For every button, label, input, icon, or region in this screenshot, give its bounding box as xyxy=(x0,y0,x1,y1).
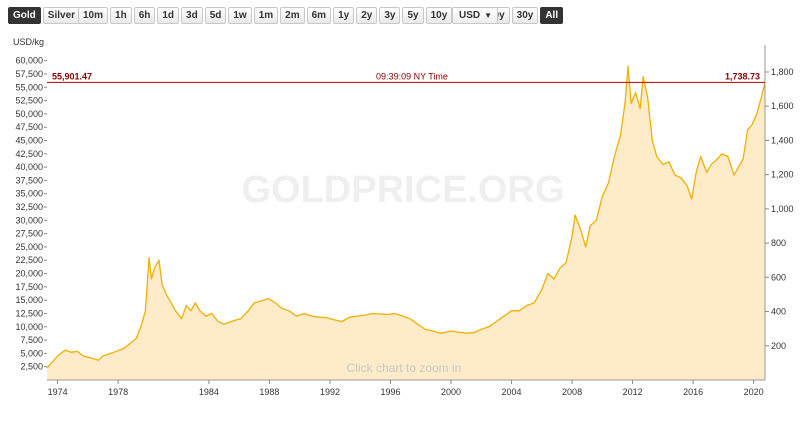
right-axis-label: 1,600 xyxy=(771,101,794,111)
left-axis-label: 10,000 xyxy=(15,322,43,332)
crosshair-right-value: 1,738.73 xyxy=(725,71,760,81)
left-axis-label: 15,000 xyxy=(15,295,43,305)
x-axis-label: 2000 xyxy=(441,387,461,397)
price-area-fill xyxy=(47,66,765,380)
watermark: GOLDPRICE.ORG xyxy=(241,169,564,211)
metal-button-gold[interactable]: Gold xyxy=(8,7,41,24)
x-axis-label: 1978 xyxy=(108,387,128,397)
left-axis-label: 37,500 xyxy=(15,175,43,185)
left-axis-label: 30,000 xyxy=(15,215,43,225)
range-button-10m[interactable]: 10m xyxy=(78,7,109,24)
range-button-2y[interactable]: 2y xyxy=(356,7,378,24)
left-axis-label: 20,000 xyxy=(15,269,43,279)
right-axis-label: 600 xyxy=(771,272,786,282)
right-axis-label: 1,000 xyxy=(771,204,794,214)
x-axis-label: 1996 xyxy=(380,387,400,397)
range-button-1y[interactable]: 1y xyxy=(333,7,355,24)
range-button-6h[interactable]: 6h xyxy=(133,7,156,24)
range-button-6m[interactable]: 6m xyxy=(306,7,332,24)
x-axis-label: 2008 xyxy=(562,387,582,397)
range-button-all[interactable]: All xyxy=(540,7,564,24)
right-axis-label: 1,400 xyxy=(771,135,794,145)
left-axis-label: 60,000 xyxy=(15,56,43,66)
chart-svg[interactable]: GOLDPRICE.ORG USD/kg 2,500 5,000 7,500 10,0… xyxy=(0,30,800,419)
right-axis-label: 800 xyxy=(771,238,786,248)
range-button-1h[interactable]: 1h xyxy=(110,7,132,24)
left-axis-label: 47,500 xyxy=(15,122,43,132)
range-button-1m[interactable]: 1m xyxy=(253,7,279,24)
metal-selector: Gold Silver xyxy=(8,7,82,24)
left-axis-label: 40,000 xyxy=(15,162,43,172)
chevron-down-icon: ▼ xyxy=(484,11,492,20)
range-button-30y[interactable]: 30y xyxy=(511,7,539,24)
left-axis-label: 12,500 xyxy=(15,308,43,318)
x-axis-label: 2004 xyxy=(502,387,522,397)
left-axis-label: 55,000 xyxy=(15,82,43,92)
x-axis-label: 1992 xyxy=(320,387,340,397)
left-axis-label: 7,500 xyxy=(20,335,43,345)
crosshair-left-value: 55,901.47 xyxy=(52,71,92,81)
x-axis-label: 1974 xyxy=(48,387,68,397)
range-button-3y[interactable]: 3y xyxy=(379,7,401,24)
metal-button-silver[interactable]: Silver xyxy=(42,7,81,24)
x-axis-label: 1988 xyxy=(259,387,279,397)
currency-value: USD xyxy=(459,10,481,21)
left-axis-label: 35,000 xyxy=(15,189,43,199)
right-axis-label: 1,800 xyxy=(771,67,794,77)
left-axis-label: 32,500 xyxy=(15,202,43,212)
right-axis-label: 400 xyxy=(771,307,786,317)
range-button-5d[interactable]: 5d xyxy=(204,7,227,24)
range-button-10y[interactable]: 10y xyxy=(425,7,453,24)
right-axis-label: 1,200 xyxy=(771,170,794,180)
left-axis-label: 25,000 xyxy=(15,242,43,252)
range-button-2m[interactable]: 2m xyxy=(280,7,305,24)
unit-label: USD/kg xyxy=(13,37,44,47)
left-axis-label: 5,000 xyxy=(20,348,43,358)
x-axis-label: 1984 xyxy=(199,387,219,397)
range-button-1d[interactable]: 1d xyxy=(157,7,180,24)
range-button-3d[interactable]: 3d xyxy=(181,7,203,24)
right-axis-label: 200 xyxy=(771,341,786,351)
left-axis-label: 57,500 xyxy=(15,69,43,79)
left-axis-label: 27,500 xyxy=(15,229,43,239)
left-axis-label: 2,500 xyxy=(20,362,43,372)
toolbar: Gold Silver 10m 1h 6h 1d 3d 5d 1w 1m 2m … xyxy=(4,4,564,24)
range-button-1w[interactable]: 1w xyxy=(228,7,252,24)
left-axis-label: 50,000 xyxy=(15,109,43,119)
x-axis-label: 2012 xyxy=(623,387,643,397)
crosshair-time: 09:39:09 NY Time xyxy=(376,71,448,81)
left-axis-label: 45,000 xyxy=(15,135,43,145)
currency-dropdown[interactable]: USD ▼ xyxy=(452,7,498,24)
price-line xyxy=(46,65,766,369)
price-chart[interactable]: GOLDPRICE.ORG USD/kg 2,500 5,000 7,500 10,0… xyxy=(0,30,800,419)
left-axis-label: 52,500 xyxy=(15,96,43,106)
x-axis-label: 2020 xyxy=(744,387,764,397)
left-axis-label: 22,500 xyxy=(15,255,43,265)
zoom-hint: Click chart to zoom in xyxy=(347,361,462,375)
left-axis-label: 42,500 xyxy=(15,149,43,159)
range-button-5y[interactable]: 5y xyxy=(402,7,424,24)
left-axis-label: 17,500 xyxy=(15,282,43,292)
x-axis-label: 2016 xyxy=(683,387,703,397)
